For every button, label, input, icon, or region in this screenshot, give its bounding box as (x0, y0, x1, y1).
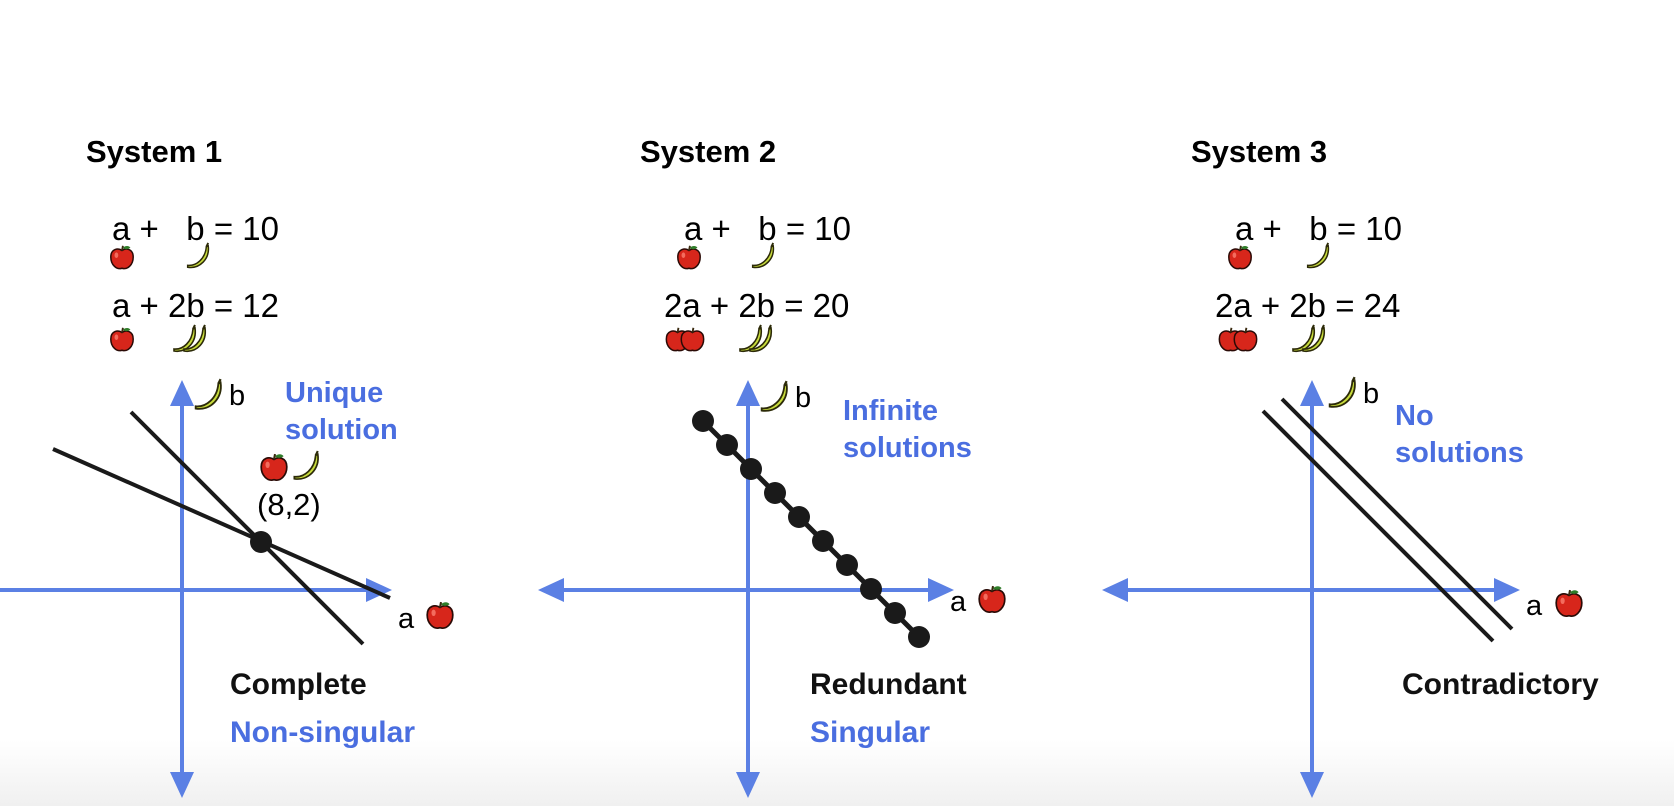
axis-label-b: b (1363, 378, 1380, 410)
singularity-label: Non-singular (230, 716, 415, 749)
banana-icon (756, 380, 790, 414)
apple-icon (976, 584, 1008, 616)
equation-1: a + b = 10 (1235, 210, 1402, 247)
banana-icon (190, 378, 224, 412)
equation-1: a + b = 10 (112, 210, 279, 247)
infinite-solutions-note: Infinite solutions (843, 395, 972, 464)
no-solutions-note: No solutions (1395, 400, 1524, 469)
system-title: System 2 (640, 134, 777, 169)
unique-solution-note: Unique solution (285, 377, 398, 446)
solution-point-label: (8,2) (257, 487, 321, 522)
line-equation-1 (129, 410, 365, 646)
line-equation-1 (1261, 409, 1495, 643)
solution-points (692, 410, 930, 648)
axis-label-a: a (950, 586, 967, 618)
equation-1: a + b = 10 (684, 210, 851, 247)
classification-label: Contradictory (1402, 668, 1599, 701)
axis-label-b: b (795, 382, 812, 414)
graph (0, 380, 392, 798)
apple-icon (424, 600, 456, 632)
banana-icon (1324, 376, 1358, 410)
line-equation-2 (1280, 397, 1514, 631)
equation-2: a + 2b = 12 (112, 287, 279, 324)
system-2-panel: System 2 a + b = 10 2a + 2b = 20 (538, 0, 1116, 806)
axis-label-a: a (398, 603, 415, 635)
axis-label-b: b (229, 380, 246, 412)
graph (538, 380, 954, 798)
system-1-panel: System 1 a + b = 10 a + 2b = 12 b a Uniq… (0, 0, 558, 806)
apple-icon (258, 452, 290, 484)
line-equation-2 (52, 447, 391, 600)
overlapping-lines (701, 419, 921, 639)
solution-point (250, 531, 272, 553)
classification-label: Complete (230, 668, 367, 701)
banana-icon (289, 450, 321, 482)
equation-2: 2a + 2b = 20 (664, 287, 850, 324)
singularity-label: Singular (810, 716, 931, 749)
axis-label-a: a (1526, 590, 1543, 622)
axes (1102, 380, 1520, 798)
system-title: System 3 (1191, 134, 1328, 169)
classification-label: Redundant (810, 668, 967, 701)
equation-2: 2a + 2b = 24 (1215, 287, 1401, 324)
system-3-panel: System 3 a + b = 10 2a + 2b = 24 b a No … (1102, 0, 1674, 806)
graph (1102, 380, 1520, 798)
system-title: System 1 (86, 134, 223, 169)
apple-icon (1553, 588, 1585, 620)
